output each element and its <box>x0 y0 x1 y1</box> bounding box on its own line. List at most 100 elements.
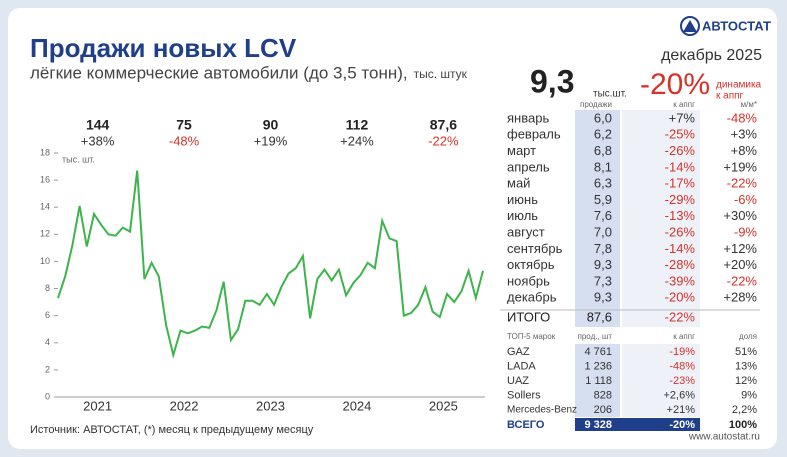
total-cell: ВСЕГО <box>507 419 545 431</box>
cell: февраль <box>507 127 561 142</box>
column-header: к аппг <box>673 100 695 109</box>
year-total: 144 <box>86 117 110 133</box>
cell: -20% <box>665 290 696 305</box>
y-tick-label: 4 <box>45 337 50 347</box>
cell: -13% <box>665 208 696 223</box>
cell: -17% <box>665 176 696 191</box>
yoy-column-bg <box>622 110 700 327</box>
cell: декабрь <box>507 290 557 305</box>
logo: АВТОСТАТ <box>702 18 771 33</box>
cell: -23% <box>669 375 695 387</box>
year-change: +38% <box>81 133 115 148</box>
column-header: к аппг <box>673 332 695 341</box>
x-tick-label: 2025 <box>429 398 458 413</box>
cell: 12% <box>735 375 757 387</box>
cell: -26% <box>665 225 696 240</box>
column-header: прод., шт <box>578 332 613 341</box>
cell: 7,0 <box>594 225 612 240</box>
cell: -22% <box>727 273 758 288</box>
year-change: +19% <box>254 133 288 148</box>
cell: +7% <box>669 110 696 125</box>
cell: -29% <box>665 192 696 207</box>
cell: +20% <box>723 257 757 272</box>
cell: -28% <box>665 257 696 272</box>
cell: -48% <box>727 110 758 125</box>
cell: UAZ <box>507 375 529 387</box>
cell: +12% <box>723 241 757 256</box>
y-axis-label: тыс. шт. <box>62 154 95 164</box>
year-change: -48% <box>169 133 200 148</box>
y-tick-label: 8 <box>45 283 50 293</box>
cell: -14% <box>665 159 696 174</box>
cell: GAZ <box>507 346 530 358</box>
y-tick-label: 0 <box>45 391 50 401</box>
kpi-value: 9,3 <box>530 63 574 99</box>
cell: 5,9 <box>594 192 612 207</box>
year-total: 87,6 <box>430 117 457 133</box>
cell: -39% <box>665 273 696 288</box>
cell: Sollers <box>507 389 541 401</box>
y-tick-label: 6 <box>45 310 50 320</box>
total-cell: ИТОГО <box>507 309 550 324</box>
cell: 8,1 <box>594 159 612 174</box>
column-header: ТОП-5 марок <box>507 332 556 341</box>
cell: 6,0 <box>594 110 612 125</box>
brand-sales-bg <box>575 344 620 417</box>
cell: 1 118 <box>585 375 612 387</box>
cell: апрель <box>507 159 550 174</box>
y-tick-label: 12 <box>40 229 50 239</box>
cell: -19% <box>669 346 695 358</box>
column-header: продажи <box>580 100 612 109</box>
cell: -22% <box>727 176 758 191</box>
total-cell: 9 328 <box>584 419 612 431</box>
y-tick-label: 18 <box>40 147 50 157</box>
total-cell: -20% <box>669 419 695 431</box>
line <box>57 170 484 359</box>
cell: LADA <box>507 360 536 372</box>
period: декабрь 2025 <box>661 47 762 64</box>
cell: -9% <box>734 225 758 240</box>
year-total: 112 <box>346 117 369 133</box>
cell: 828 <box>594 389 612 401</box>
cell: май <box>507 176 530 191</box>
cell: январь <box>507 110 549 125</box>
year-change: +24% <box>340 133 374 148</box>
cell: 1 236 <box>584 360 612 372</box>
cell: 206 <box>594 404 612 416</box>
kpi-unit: тыс.шт. <box>593 89 627 100</box>
cell: -6% <box>734 192 758 207</box>
unit: тыс. штук <box>414 67 468 81</box>
cell: 9,3 <box>594 290 612 305</box>
cell: 13% <box>735 360 757 372</box>
cell: -25% <box>665 127 696 142</box>
y-tick-label: 14 <box>40 202 50 212</box>
site: www.autostat.ru <box>688 432 760 443</box>
y-tick-label: 2 <box>45 364 50 374</box>
year-total: 90 <box>263 117 279 133</box>
total-cell: -22% <box>665 309 696 324</box>
column-header: м/м* <box>741 100 757 109</box>
cell: +2,6% <box>664 389 696 401</box>
cell: 4 761 <box>584 346 612 358</box>
cell: 51% <box>735 346 757 358</box>
cell: +8% <box>731 143 758 158</box>
total-cell: 87,6 <box>587 309 612 324</box>
cell: 7,8 <box>594 241 612 256</box>
cell: Mercedes-Benz <box>507 405 577 416</box>
cell: +28% <box>723 290 757 305</box>
total-cell: 100% <box>729 419 757 431</box>
cell: июль <box>507 208 538 223</box>
cell: +19% <box>723 159 757 174</box>
cell: 7,3 <box>594 273 612 288</box>
year-change: -22% <box>428 133 459 148</box>
cell: июнь <box>507 192 538 207</box>
subtitle: лёгкие коммерческие автомобили (до 3,5 т… <box>30 63 408 82</box>
cell: -14% <box>665 241 696 256</box>
cell: +21% <box>667 404 696 416</box>
cell: август <box>507 225 545 240</box>
kpi-label: к аппг <box>716 91 744 102</box>
cell: 6,8 <box>594 143 612 158</box>
y-tick-label: 10 <box>40 256 50 266</box>
brand-yoy-bg <box>622 344 700 417</box>
